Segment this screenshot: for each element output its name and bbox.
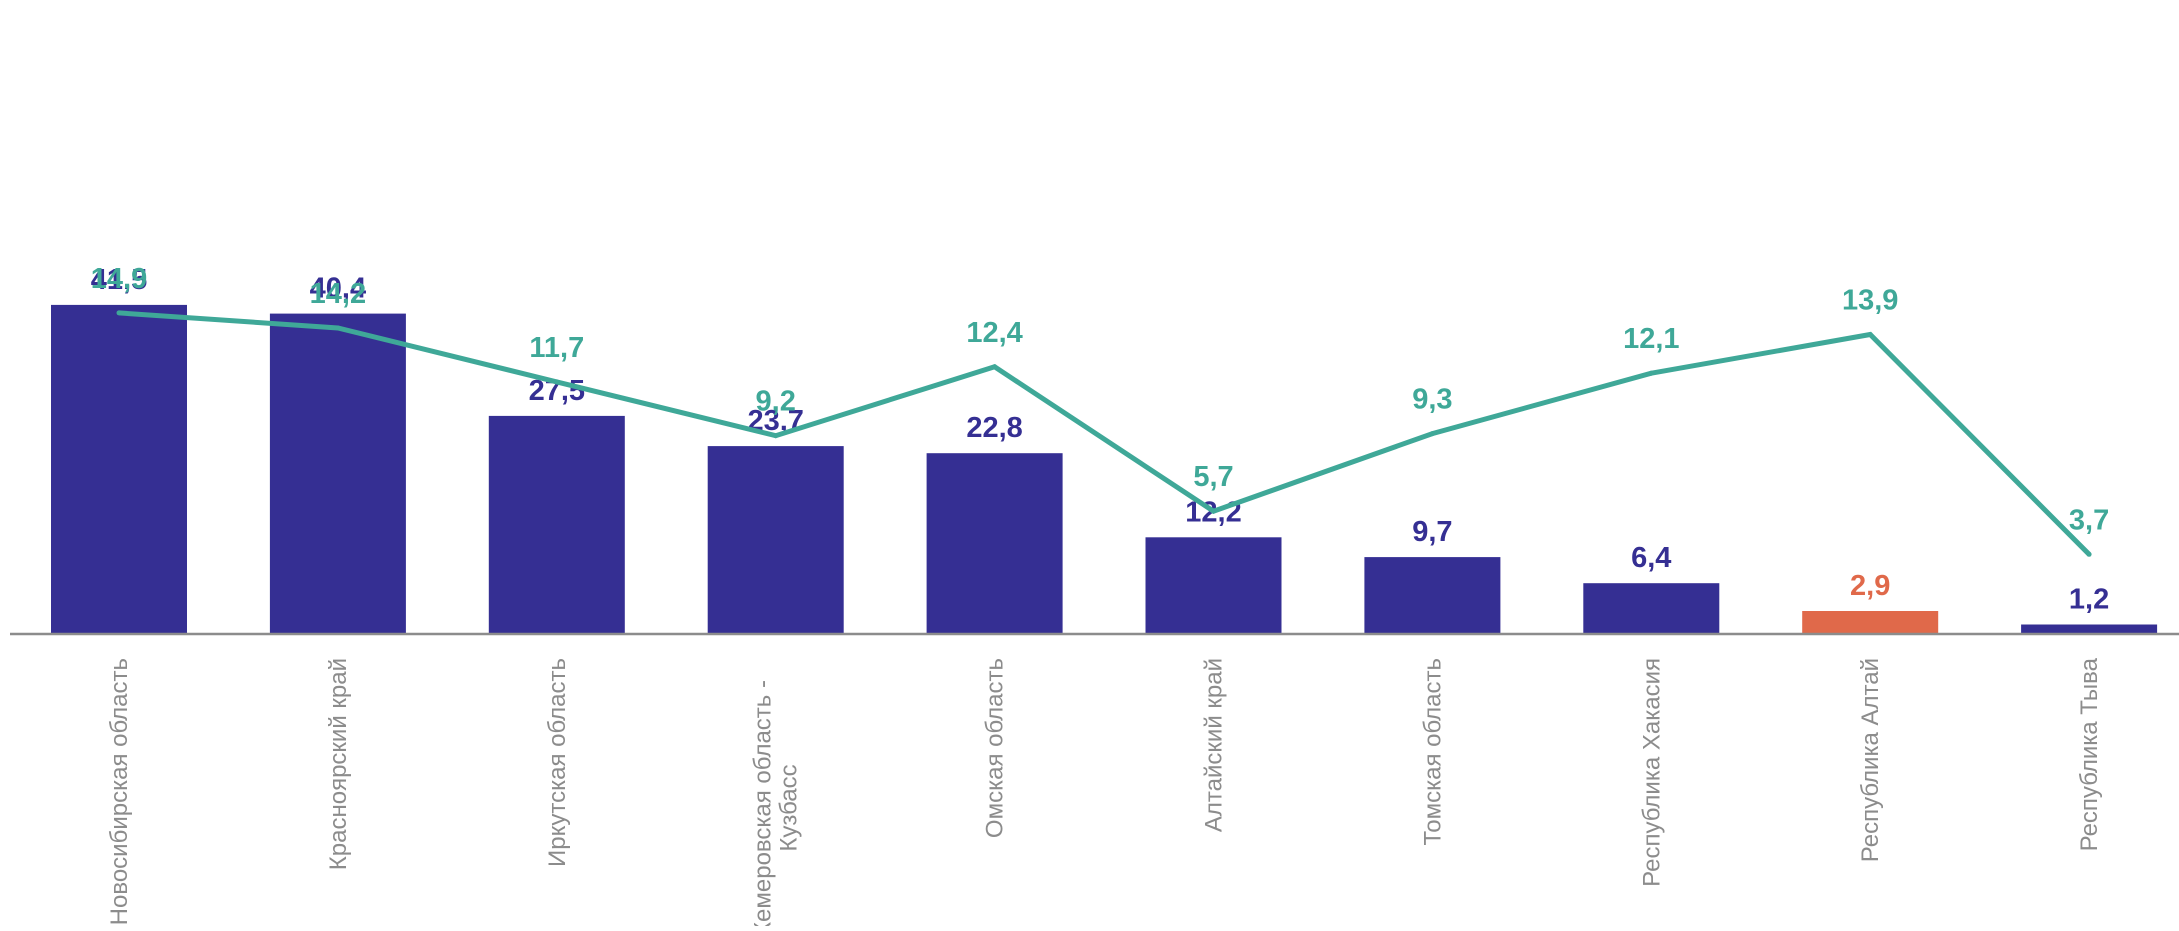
bar-value-label: 9,7 [1412, 516, 1452, 548]
line-point [2086, 551, 2092, 557]
bar-value-label: 6,4 [1631, 542, 1671, 574]
category-label: Новосибирская область [106, 658, 133, 925]
line-value-label: 14,2 [310, 278, 366, 310]
bar-value-label: 40,4 [310, 273, 366, 305]
bar [926, 453, 1063, 634]
line-point [1648, 370, 1654, 376]
category-label: Республика Тыва [2076, 657, 2103, 851]
line-point [335, 325, 341, 331]
category-label: Томская область [1419, 658, 1446, 846]
line-point [116, 310, 122, 316]
bar [1364, 557, 1501, 634]
line-point [992, 364, 998, 370]
line-value-label: 13,9 [1842, 285, 1898, 317]
bar [51, 304, 187, 634]
category-label: Кемеровская область -Кузбасс [750, 680, 803, 926]
bar-value-label: 2,9 [1850, 570, 1890, 602]
line-point [1211, 508, 1216, 514]
line-point [773, 433, 779, 439]
line-value-label: 9,2 [756, 386, 796, 418]
bar [488, 415, 625, 634]
category-label: Иркутская область [544, 658, 571, 867]
category-label: Республика Алтай [1857, 658, 1884, 862]
bar-series [51, 304, 2158, 634]
bar [707, 446, 844, 634]
line-point [1429, 431, 1435, 437]
line-value-label: 11,7 [529, 332, 584, 364]
bar [2021, 624, 2158, 634]
category-label-line: Кемеровская область - [750, 680, 777, 926]
line-value-label: 14,9 [91, 263, 147, 295]
bar [1145, 537, 1282, 634]
line-value-label: 12,4 [966, 317, 1022, 349]
line-path [118, 310, 2091, 557]
line-value-label: 5,7 [1193, 461, 1233, 493]
category-label: Республика Хакасия [1638, 658, 1665, 887]
bar-value-label: 22,8 [966, 412, 1022, 444]
line-value-label: 12,1 [1623, 323, 1679, 355]
line-point [1867, 332, 1873, 337]
bar [1802, 611, 1939, 634]
bar-data-labels: 41,5 40,427,523,7 22,812,29,76,42,9 1,2 [91, 264, 2109, 616]
x-axis-tick-labels: Новосибирская область Красноярский край Ир… [106, 657, 2103, 931]
line-value-label: 9,3 [1412, 384, 1452, 416]
line-value-label: 3,7 [2069, 504, 2109, 536]
line-point [554, 379, 560, 385]
category-label-line: Кузбасс [776, 764, 803, 851]
category-label: Омская область [982, 658, 1009, 838]
bar-value-label: 41,5 [91, 264, 147, 296]
bar [1583, 583, 1720, 634]
bar [269, 313, 406, 634]
line-data-labels: 14,9 14,2 11,7 9,2 12,4 5,7 9,3 12,1 13,9 3,7 [91, 263, 2109, 536]
category-label: Алтайский край [1201, 658, 1228, 832]
bar-value-label: 1,2 [2069, 584, 2109, 616]
line-series [116, 310, 2092, 557]
category-label: Красноярский край [325, 658, 352, 870]
